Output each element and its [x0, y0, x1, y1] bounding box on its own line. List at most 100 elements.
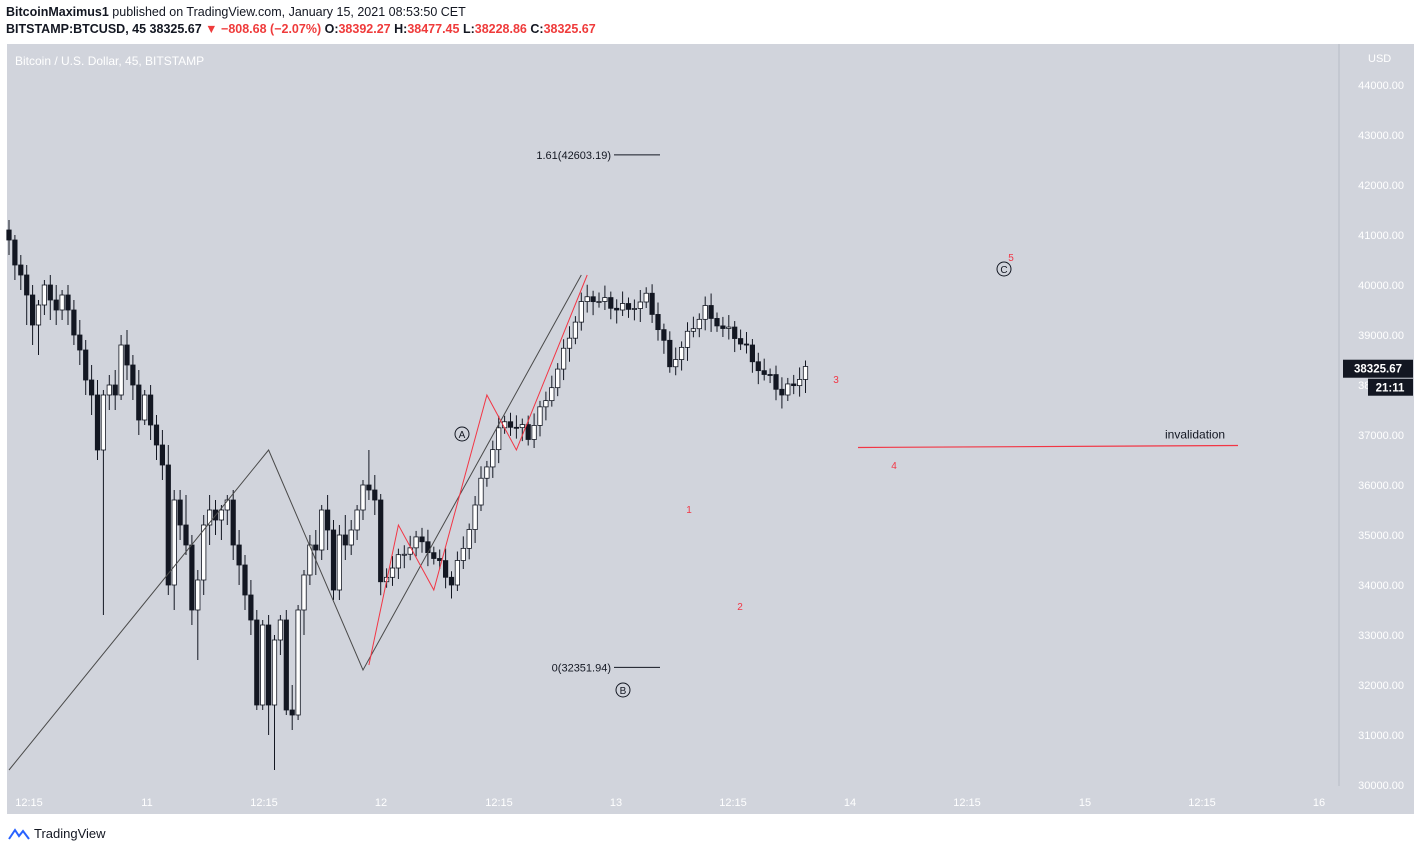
candle-body: [572, 321, 579, 339]
candle-body: [77, 334, 83, 351]
candle-body: [537, 406, 543, 426]
x-tick-label: 14: [844, 797, 856, 809]
candle-body: [490, 449, 496, 468]
x-tick-label: 12:15: [250, 797, 278, 809]
price-axis[interactable]: [1339, 44, 1414, 786]
candle-body: [643, 292, 649, 303]
candle-body: [71, 309, 77, 336]
wave-label-a: A: [459, 430, 466, 441]
candle-body: [425, 541, 431, 554]
candle-body: [330, 529, 337, 591]
candle-body: [130, 364, 136, 386]
candle-body: [89, 379, 95, 396]
published-text: published on TradingView.com, January 15…: [112, 5, 466, 19]
candle-body: [47, 284, 53, 301]
abc-wave-line: [8, 274, 582, 771]
impulse-label-4: 4: [891, 461, 897, 472]
candle-body: [360, 484, 366, 511]
open-value: 38392.27: [338, 22, 391, 36]
price-chart[interactable]: Bitcoin / U.S. Dollar, 45, BITSTAMP USD …: [0, 44, 1420, 814]
candle-body: [277, 619, 284, 641]
candle-body: [112, 384, 118, 396]
candle-body: [260, 624, 266, 706]
wave-label-circle: [454, 426, 470, 442]
candle-body: [785, 383, 791, 396]
open-label: O:: [324, 22, 339, 36]
invalidation-label: invalidation: [1165, 428, 1225, 442]
candle-body: [631, 308, 638, 310]
candle-body: [437, 558, 443, 561]
candle-body: [513, 426, 520, 429]
candle-body: [454, 560, 461, 586]
candle-body: [106, 384, 112, 396]
candle-body: [100, 394, 106, 451]
candle-body: [313, 544, 319, 551]
currency-label: USD: [1368, 53, 1391, 65]
fib-level-label: 1.61(42603.19): [536, 150, 611, 162]
y-tick-label: 36000.00: [1358, 480, 1404, 492]
candle-body: [289, 709, 295, 716]
candle-body: [295, 609, 301, 716]
candle-body: [525, 424, 531, 440]
y-tick-label: 41000.00: [1358, 230, 1404, 242]
fib-level-label: 0(32351.94): [552, 662, 611, 674]
candle-body: [301, 574, 307, 611]
candle-body: [714, 318, 720, 327]
candle-body: [348, 529, 354, 546]
wave-label-c: C: [1000, 265, 1007, 276]
candle-body: [248, 594, 254, 621]
y-axis-ticks: 44000.00 43000.00 42000.00 41000.00 40000.00…: [1358, 80, 1404, 792]
candle-body: [767, 374, 773, 376]
countdown-label: 21:11: [1376, 383, 1405, 395]
candle-body: [218, 509, 224, 521]
candle-body: [41, 284, 48, 306]
candle-body: [584, 296, 590, 302]
candle-body: [466, 529, 472, 549]
current-price-tag: 38325.67: [1354, 364, 1402, 376]
candle-body: [460, 547, 466, 561]
x-tick-label: 15: [1079, 797, 1091, 809]
y-tick-label: 35000.00: [1358, 530, 1404, 542]
candle-body: [59, 294, 65, 311]
y-tick-label: 42000.00: [1358, 180, 1404, 192]
wave-label-b: B: [620, 686, 627, 697]
chart-header: BitcoinMaximus1 published on TradingView…: [0, 0, 1420, 44]
close-label: C:: [530, 22, 544, 36]
candle-body: [732, 326, 738, 339]
y-tick-label: 34000.00: [1358, 580, 1404, 592]
countdown-bg: [1368, 378, 1413, 396]
candle-body: [118, 344, 124, 396]
candle-body: [372, 489, 378, 501]
candle-body: [602, 297, 608, 302]
x-tick-label: 12: [375, 797, 387, 809]
candle-body: [419, 536, 425, 543]
candle-body: [726, 326, 732, 329]
candle-body: [395, 554, 402, 569]
candle-body: [596, 301, 602, 303]
tradingview-brand[interactable]: TradingView: [34, 826, 106, 841]
impulse-label-5: 5: [1008, 253, 1014, 264]
candle-body: [254, 619, 260, 706]
candle-body: [142, 394, 148, 421]
x-tick-label: 12:15: [953, 797, 981, 809]
y-tick-label: 44000.00: [1358, 80, 1404, 92]
x-tick-label: 12:15: [485, 797, 513, 809]
candle-body: [655, 314, 661, 331]
candle-body: [230, 499, 236, 546]
candle-body: [83, 349, 89, 381]
candle-body: [755, 361, 761, 372]
candle-body: [165, 464, 171, 586]
x-tick-label: 12:15: [15, 797, 43, 809]
candle-body: [608, 297, 614, 309]
candle-body: [667, 339, 673, 368]
price-tag-bg: [1343, 359, 1413, 378]
price-change: −808.68 (−2.07%): [221, 22, 322, 36]
candle-body: [496, 427, 502, 451]
y-tick-label: 30000.00: [1358, 780, 1404, 792]
time-axis[interactable]: [7, 786, 1414, 814]
y-tick-label: 32000.00: [1358, 680, 1404, 692]
candle-body: [201, 524, 207, 581]
impulse-label-3: 3: [833, 375, 839, 386]
author-name[interactable]: BitcoinMaximus1: [6, 5, 109, 19]
candle-body: [743, 343, 750, 346]
